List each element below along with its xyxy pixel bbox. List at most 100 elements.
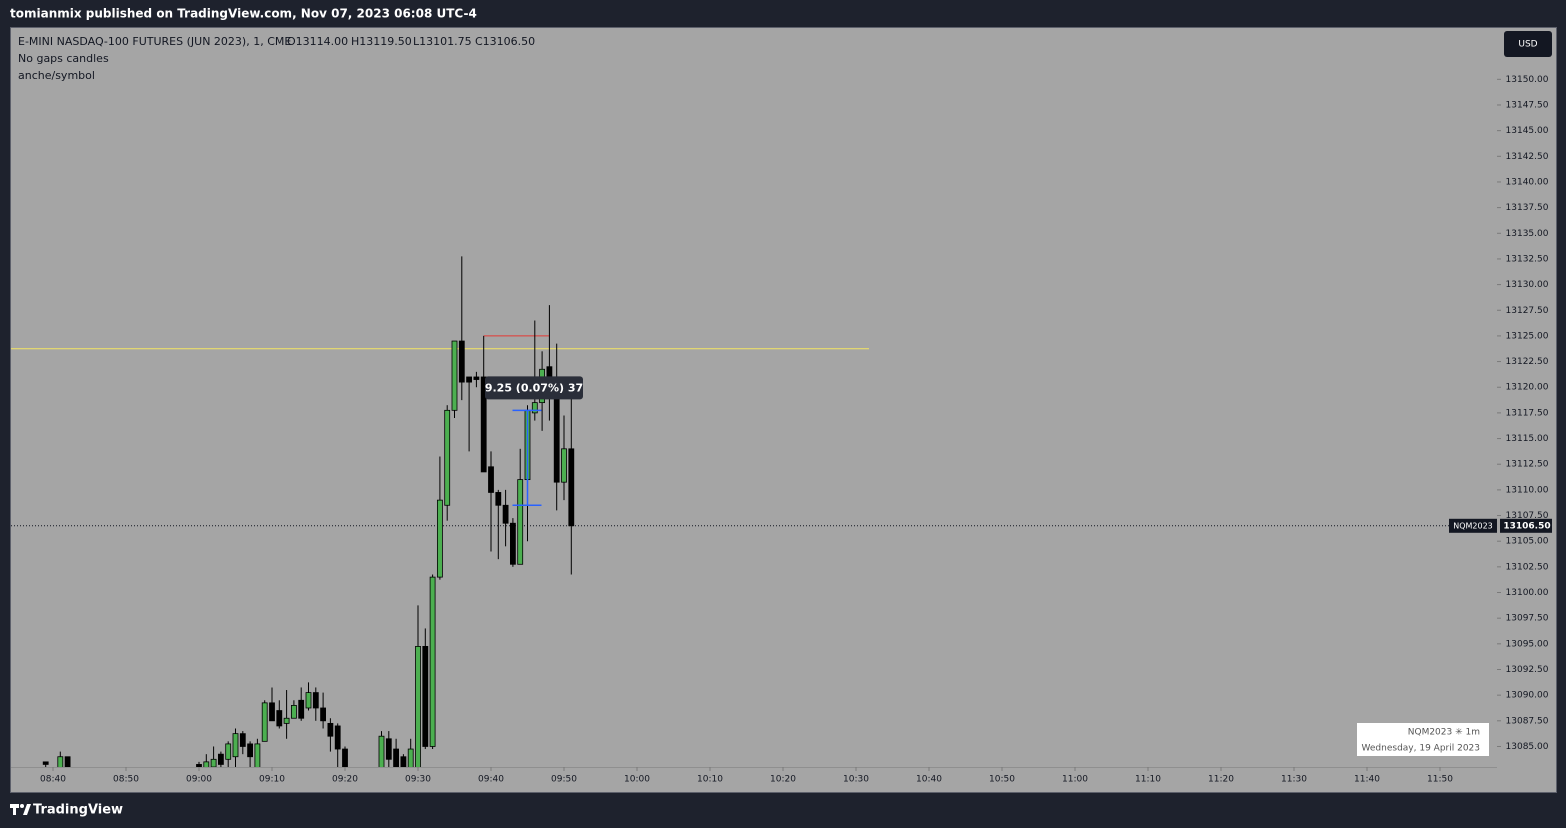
candle-body: [517, 479, 524, 565]
y-tick-label: 13150.00: [1506, 75, 1549, 85]
candle-body: [196, 764, 202, 767]
candle-body: [568, 448, 575, 527]
candle-body: [283, 717, 290, 724]
currency-button[interactable]: [1504, 31, 1552, 57]
x-tick-label: 11:20: [1208, 775, 1234, 785]
last-price-label: 13106.50: [1503, 521, 1550, 531]
y-tick-label: 13142.50: [1506, 152, 1549, 162]
legend-symbol: NQM2023 ✳ 1m: [1408, 728, 1480, 738]
x-tick-label: 09:00: [186, 775, 212, 785]
candle-body: [436, 499, 443, 578]
candle-body: [261, 702, 268, 742]
candle-body: [305, 692, 312, 709]
x-tick-label: 08:40: [40, 775, 66, 785]
candle-body: [393, 748, 400, 767]
plot: [11, 256, 1497, 767]
candle-body: [531, 402, 538, 414]
candle-body: [495, 492, 502, 506]
candle-body: [210, 758, 217, 767]
ohlc-value: O13114.00: [287, 35, 348, 48]
x-tick-label: 09:50: [551, 775, 577, 785]
y-tick-label: 13107.50: [1506, 511, 1549, 521]
x-tick-label: 10:00: [624, 775, 650, 785]
y-tick-label: 13140.00: [1506, 177, 1549, 187]
y-tick-label: 13145.00: [1506, 126, 1549, 136]
y-tick-label: 13110.00: [1506, 485, 1549, 495]
ohlc-value: H13119.50: [351, 35, 412, 48]
y-tick-label: 13092.50: [1506, 665, 1549, 675]
x-tick-label: 11:30: [1281, 775, 1307, 785]
currency-label[interactable]: USD: [1518, 40, 1537, 50]
candle-body: [415, 645, 421, 767]
candle-body: [298, 699, 305, 719]
candle-body: [57, 756, 64, 767]
candle-body: [64, 756, 71, 767]
measure-label: 9.25 (0.07%) 37: [485, 381, 583, 394]
candle-body: [422, 645, 429, 747]
candle-body: [42, 761, 49, 765]
x-tick-label: 10:10: [697, 775, 723, 785]
y-tick-label: 13147.50: [1506, 100, 1549, 110]
indicator: anche/symbol: [18, 69, 95, 82]
x-tick-label: 11:50: [1427, 775, 1453, 785]
y-tick-label: 13125.00: [1506, 331, 1549, 341]
candle-body: [407, 748, 414, 767]
candle-body: [451, 340, 458, 411]
candle-body: [385, 738, 392, 760]
candle-body: [225, 743, 232, 760]
candle-body: [444, 409, 451, 506]
legend-box: [1357, 723, 1489, 756]
y-tick-label: 13135.00: [1506, 229, 1549, 239]
x-tick-label: 10:30: [843, 775, 869, 785]
candle-body: [232, 733, 239, 758]
footer-brand: TradingView: [33, 803, 123, 818]
candle-body: [247, 743, 254, 758]
x-tick-label: 09:10: [259, 775, 285, 785]
candle-body: [502, 504, 509, 524]
chart-panel: [10, 27, 1557, 793]
x-tick-label: 10:20: [770, 775, 796, 785]
y-tick-label: 13127.50: [1506, 306, 1549, 316]
y-tick-label: 13085.00: [1506, 742, 1549, 752]
y-tick-label: 13137.50: [1506, 203, 1549, 213]
candle-body: [553, 386, 560, 483]
y-tick-label: 13122.50: [1506, 357, 1549, 367]
symbol-title: E-MINI NASDAQ-100 FUTURES (JUN 2023), 1,…: [18, 35, 291, 48]
candle-body: [466, 376, 473, 383]
y-tick-label: 13105.00: [1506, 537, 1549, 547]
candle-body: [327, 722, 334, 737]
candle-body: [217, 753, 224, 765]
candle-body: [203, 761, 210, 767]
candle-body: [429, 576, 436, 747]
ohlc-value: L13101.75: [413, 35, 472, 48]
x-tick-label: 10:40: [916, 775, 942, 785]
x-tick-label: 09:30: [405, 775, 431, 785]
candle-body: [276, 710, 283, 727]
candle-body: [254, 743, 261, 767]
y-tick-label: 13117.50: [1506, 408, 1549, 418]
candle-body: [488, 466, 494, 493]
footer-logo: [10, 804, 31, 815]
candle-body: [509, 522, 516, 565]
y-tick-label: 13102.50: [1506, 562, 1549, 572]
x-tick-label: 08:50: [113, 775, 139, 785]
measure-tooltip: [485, 376, 583, 400]
candle-body: [473, 376, 480, 380]
y-tick-label: 13097.50: [1506, 614, 1549, 624]
axes: 13085.00 13087.50 13090.00 13092.50 13095.00…: [40, 75, 1549, 785]
candle-body: [342, 748, 348, 767]
x-tick-label: 11:00: [1062, 775, 1088, 785]
candle-body: [269, 702, 275, 722]
candle-body: [561, 448, 567, 483]
y-tick-label: 13120.00: [1506, 383, 1549, 393]
ohlc-value: C13106.50: [475, 35, 535, 48]
y-tick-label: 13090.00: [1506, 691, 1549, 701]
y-tick-label: 13112.50: [1506, 460, 1549, 470]
candle-body: [312, 692, 319, 709]
publisher: tomianmix published on TradingView.com, …: [10, 7, 477, 21]
x-tick-label: 09:40: [478, 775, 504, 785]
y-tick-label: 13132.50: [1506, 254, 1549, 264]
last-price-symbol: NQM2023: [1453, 521, 1493, 530]
